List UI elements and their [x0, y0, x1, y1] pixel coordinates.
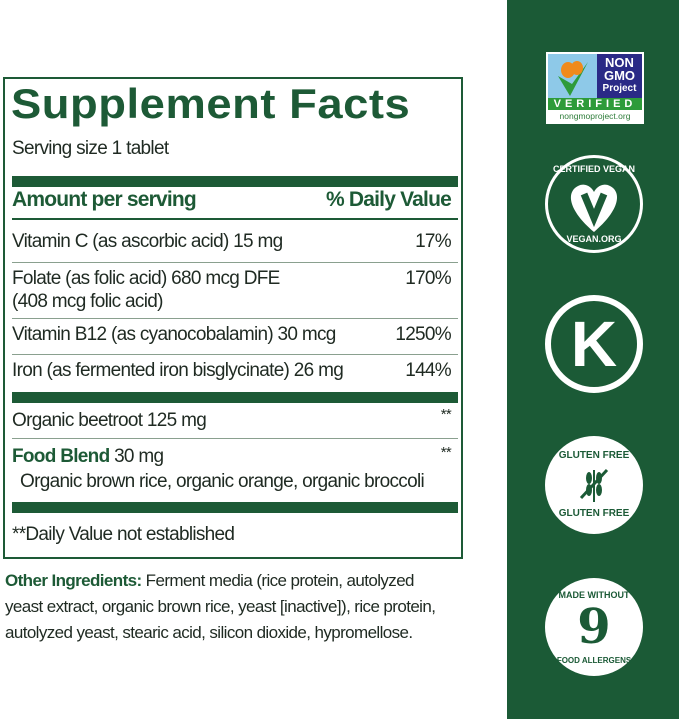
food-blend: Food Blend 30 mg — [12, 446, 164, 468]
nutrient-subname: (408 mcg folic acid) — [12, 291, 163, 312]
nutrient-dv: 1250% — [395, 324, 451, 345]
nutrient-name: Vitamin C (as ascorbic acid) 15 mg — [12, 231, 283, 252]
kosher-logo: K — [545, 295, 643, 393]
wheat-crossed-icon — [579, 468, 609, 502]
vegan-bottom-text: VEGAN.ORG — [566, 234, 622, 244]
serving-size: Serving size 1 tablet — [12, 138, 169, 159]
other-ingredients: Other Ingredients: Ferment media (rice p… — [5, 568, 445, 646]
divider — [12, 262, 458, 263]
gluten-bottom-text: GLUTEN FREE — [558, 508, 630, 519]
ingredient-dv: ** — [440, 444, 452, 461]
nongmo-line3: Project — [602, 83, 637, 94]
divider — [12, 318, 458, 319]
gluten-free-logo: GLUTEN FREE GLUTEN FREE — [545, 436, 643, 534]
divider — [12, 218, 458, 220]
nongmo-verified: VERIFIED — [548, 98, 642, 110]
allergen-bottom-text: FOOD ALLERGENS — [556, 656, 632, 665]
gluten-top-text: GLUTEN FREE — [558, 450, 630, 461]
divider-thick — [12, 392, 458, 403]
nutrient-dv: 170% — [405, 268, 451, 289]
nongmo-url: nongmoproject.org — [559, 111, 631, 121]
food-blend-label: Food Blend — [12, 446, 110, 467]
divider — [12, 354, 458, 355]
certified-vegan-logo: CERTIFIED VEGAN VEGAN.ORG — [545, 155, 643, 253]
other-ingredients-label: Other Ingredients: — [5, 571, 142, 590]
ingredient-name: Organic beetroot 125 mg — [12, 410, 207, 431]
nutrient-name: Iron (as fermented iron bisglycinate) 26… — [12, 360, 344, 381]
nutrient-name: Vitamin B12 (as cyanocobalamin) 30 mcg — [12, 324, 336, 345]
food-blend-contents: Organic brown rice, organic orange, orga… — [20, 471, 425, 492]
certifications-sidebar: NON GMO Project VERIFIED nongmoproject.o… — [507, 0, 679, 719]
made-without-allergens-logo: MADE WITHOUT 9 FOOD ALLERGENS — [545, 578, 643, 676]
divider-thick — [12, 176, 458, 187]
nutrient-name: Folate (as folic acid) 680 mcg DFE — [12, 268, 280, 289]
kosher-k-icon: K — [570, 308, 618, 380]
vegan-heart-icon — [570, 184, 618, 232]
vegan-top-text: CERTIFIED VEGAN — [552, 164, 635, 174]
panel-title: Supplement Facts — [11, 80, 411, 127]
ingredient-dv: ** — [440, 406, 452, 423]
allergen-top-text: MADE WITHOUT — [558, 590, 630, 600]
divider-thick — [12, 502, 458, 513]
supplement-facts-panel — [3, 77, 463, 559]
header-daily-value: % Daily Value — [325, 188, 452, 211]
allergen-number: 9 — [577, 599, 611, 655]
nutrient-dv: 17% — [415, 231, 452, 252]
nongmo-line2: GMO — [603, 68, 636, 83]
nutrient-dv: 144% — [405, 360, 451, 381]
divider — [12, 438, 458, 439]
food-blend-amount: 30 mg — [109, 446, 164, 467]
butterfly-icon — [548, 54, 597, 98]
other-ingredients-text: Ferment media (rice protein, autolyzed y… — [5, 571, 436, 642]
header-amount: Amount per serving — [12, 188, 197, 211]
footnote: **Daily Value not established — [12, 524, 235, 545]
non-gmo-verified-logo: NON GMO Project VERIFIED nongmoproject.o… — [546, 52, 644, 124]
nongmo-line1: NON — [605, 55, 634, 70]
